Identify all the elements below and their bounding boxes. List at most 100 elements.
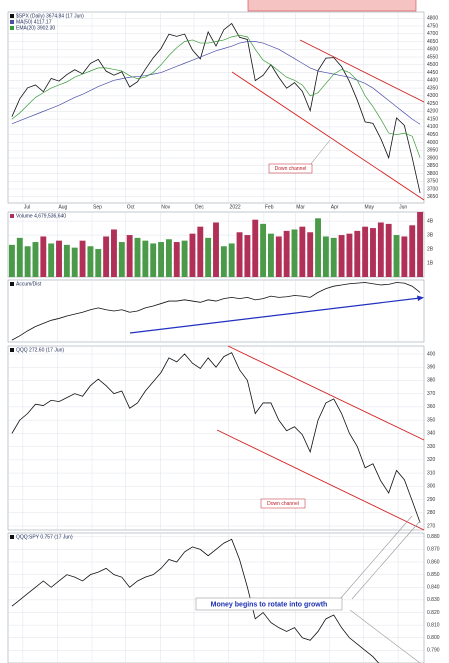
y-tick-label: 280 (427, 510, 436, 516)
trend-arrow (129, 297, 421, 334)
x-tick-label: May (365, 204, 375, 210)
volume-bar (228, 243, 235, 277)
x-tick-label: Apr (331, 204, 339, 210)
y-tick-label: 0.800 (427, 635, 440, 641)
volume-bar (24, 246, 31, 277)
y-tick-label: 4700 (427, 31, 438, 37)
y-tick-label: 4550 (427, 54, 438, 60)
channel-line (299, 39, 425, 103)
marks (11, 22, 421, 194)
volume-bar (165, 239, 172, 277)
volume-bar (8, 244, 15, 277)
volume-bar (48, 243, 55, 277)
channel-line (216, 429, 425, 531)
y-tick-label: 3800 (427, 171, 438, 177)
channel-line (231, 71, 425, 201)
legend-swatch (10, 26, 14, 30)
volume-bar (346, 233, 353, 277)
y-tick-label: 0.790 (427, 648, 440, 654)
annotation: Money begins to rotate into growth (211, 601, 328, 608)
y-tick-label: 4050 (427, 132, 438, 138)
legend-label: MA(50) 4117.17 (16, 19, 52, 25)
volume-bar (409, 225, 416, 277)
y-tick-label: 300 (427, 484, 436, 490)
price-line (11, 282, 421, 341)
marks (11, 352, 421, 523)
y-tick-label: 4150 (427, 116, 438, 122)
pointer-line (351, 520, 421, 600)
y-tick-label: 3650 (427, 194, 438, 200)
pointer-line (309, 139, 331, 166)
marks (11, 538, 380, 663)
y-tick-label: 0.810 (427, 622, 440, 628)
y-tick-label: 3B (427, 232, 434, 238)
volume-bar (40, 236, 47, 277)
volume-bar (283, 230, 290, 277)
pointer-line (349, 609, 421, 663)
x-tick-label: Sep (93, 204, 102, 210)
plot-area (7, 279, 425, 343)
volume-bar (118, 242, 125, 277)
arrow-head (417, 295, 424, 301)
volume-bar (417, 212, 424, 277)
price-line (11, 22, 421, 194)
volume-bar (338, 235, 345, 277)
annotation-box (260, 498, 306, 509)
panel: 1B 2B 3B 4B Volume 4,679,536,640 (7, 211, 434, 278)
volume-bar (244, 235, 251, 277)
volume-bar (315, 218, 321, 277)
volume-bar (260, 223, 267, 277)
y-tick-label: 350 (427, 417, 436, 423)
y-tick-label: 0.830 (427, 597, 440, 603)
y-tick-label: 3950 (427, 148, 438, 154)
y-tick-label: 4250 (427, 101, 438, 107)
y-tick-label: 330 (427, 444, 436, 450)
volume-bar (213, 222, 219, 277)
volume-bar (291, 229, 298, 277)
volume-bar (385, 223, 392, 277)
volume-bar (236, 232, 243, 277)
annotation-box (268, 163, 313, 174)
price-line (11, 41, 421, 125)
channel-line (227, 345, 425, 441)
volume-bar (16, 237, 23, 277)
volume-bar (111, 229, 117, 277)
volume-bar (401, 236, 408, 277)
volume-bar (268, 233, 274, 277)
volume-bar (173, 242, 180, 277)
y-tick-label: 4350 (427, 85, 438, 91)
price-line (11, 352, 421, 523)
y-tick-label: 4800 (427, 16, 438, 22)
y-tick-label: 360 (427, 404, 436, 410)
annotation-box (195, 597, 343, 611)
y-tick-label: 310 (427, 470, 436, 476)
price-line (11, 34, 421, 158)
pointer-line (339, 515, 413, 600)
y-tick-label: 1B (427, 260, 434, 266)
y-tick-label: 4B (427, 218, 434, 224)
volume-bar (56, 240, 62, 277)
y-tick-label: 0.840 (427, 585, 440, 591)
volume-bar (189, 233, 196, 277)
volume-bar (142, 240, 149, 277)
y-tick-label: 370 (427, 391, 436, 397)
legend-label: Volume 4,679,536,640 (16, 213, 66, 219)
volume-bar (299, 226, 306, 277)
volume-bar (158, 242, 164, 277)
y-tick-label: 2B (427, 246, 434, 252)
marks (11, 282, 421, 341)
x-tick-label: Mar (296, 204, 305, 210)
x-tick-label: Dec (195, 204, 204, 210)
x-tick-label: Feb (265, 204, 274, 210)
plot-area (7, 345, 425, 531)
y-tick-label: 0.850 (427, 572, 440, 578)
volume-bar (79, 240, 86, 277)
volume-bar (275, 236, 282, 277)
legend-swatch (10, 14, 14, 18)
volume-bar (354, 230, 361, 277)
y-tick-label: 4300 (427, 93, 438, 99)
volume-bar (95, 249, 102, 277)
volume-bar (32, 242, 39, 277)
volume-bar (134, 237, 141, 277)
